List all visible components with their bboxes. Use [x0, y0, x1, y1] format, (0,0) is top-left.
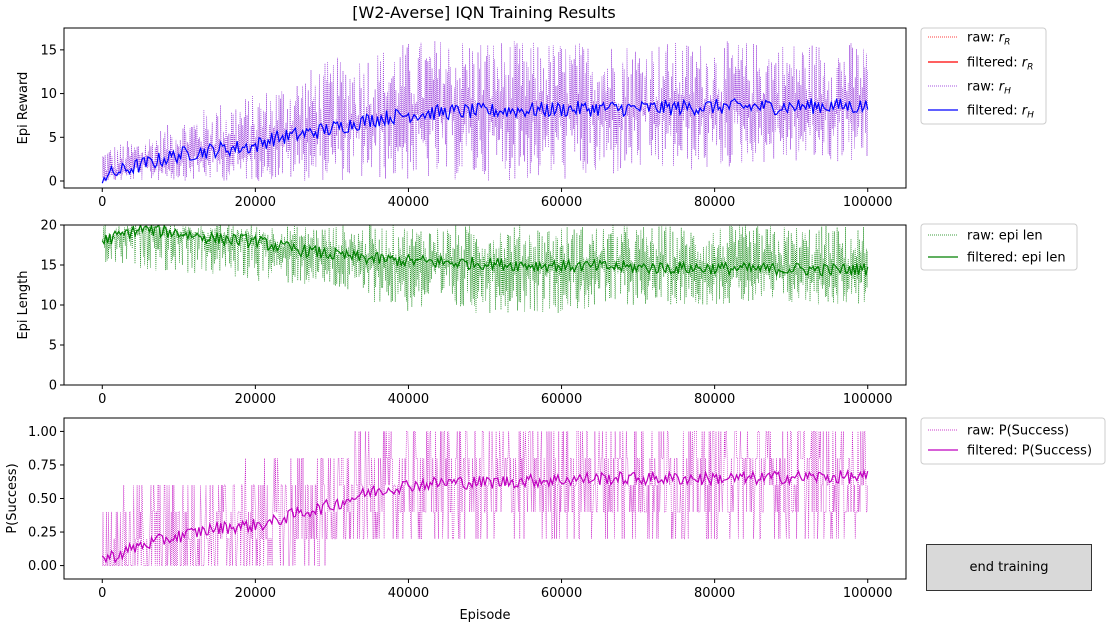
y-tick-label: 10 [40, 299, 57, 314]
y-tick-label: 1.00 [28, 425, 57, 440]
x-tick-label: 100000 [843, 586, 893, 601]
x-tick-label: 100000 [843, 392, 893, 407]
x-tick-label: 80000 [694, 586, 735, 601]
legend-label: filtered: P(Success) [967, 444, 1092, 459]
axes-frame [63, 417, 907, 580]
legend-label: filtered: rH [967, 104, 1034, 121]
legend-label: filtered: rR [967, 56, 1033, 73]
y-tick-label: 5 [49, 339, 57, 354]
x-tick-label: 60000 [541, 586, 582, 601]
x-tick-label: 100000 [843, 195, 893, 210]
raw-series-line [102, 225, 868, 314]
y-axis-label: Epi Reward [16, 72, 31, 145]
y-tick-label: 0.25 [28, 526, 57, 541]
subplot-3: 0 20000 40000 60000 80000 100000 0.00 0.25 0.50 0… [5, 417, 907, 623]
x-tick-label: 0 [98, 195, 106, 210]
y-tick-label: 5 [49, 131, 57, 146]
legend-label: raw: P(Success) [967, 424, 1069, 439]
x-tick-label: 20000 [235, 195, 276, 210]
x-tick-label: 20000 [235, 586, 276, 601]
y-tick-label: 20 [40, 219, 57, 234]
y-tick-label: 0.75 [28, 458, 57, 473]
y-axis-label: P(Success) [5, 463, 20, 533]
filtered-series-line [101, 98, 869, 184]
y-tick-label: 0.00 [28, 559, 57, 574]
figure-title: [W2-Averse] IQN Training Results [352, 3, 615, 22]
x-tick-label: 40000 [388, 195, 429, 210]
x-tick-label: 0 [98, 392, 106, 407]
axes-frame [63, 224, 907, 386]
y-tick-label: 15 [40, 43, 57, 58]
legend-label: raw: rH [967, 80, 1011, 97]
x-tick-label: 20000 [235, 392, 276, 407]
filtered-series-line [101, 225, 869, 278]
x-tick-label: 80000 [694, 195, 735, 210]
subplot-2: 0 20000 40000 60000 80000 100000 0 5 10 15 20 Epi L… [16, 219, 907, 407]
subplot-1: 0 20000 40000 60000 80000 100000 0 5 10 15 Epi Rew… [16, 27, 907, 210]
y-tick-label: 10 [40, 87, 57, 102]
x-tick-label: 60000 [541, 392, 582, 407]
y-tick-label: 0 [49, 175, 57, 190]
legend-reward [920, 27, 1047, 125]
legend-success [920, 417, 1106, 465]
end-training-button[interactable]: end training [926, 544, 1092, 591]
filtered-series-line [101, 468, 869, 564]
raw-series-line [102, 40, 868, 182]
x-axis-label: Episode [459, 608, 510, 623]
y-axis-label: Epi Length [16, 270, 31, 339]
x-tick-label: 40000 [388, 392, 429, 407]
x-tick-label: 60000 [541, 195, 582, 210]
legend-label: raw: rR [967, 31, 1010, 48]
legend-length [920, 223, 1078, 271]
axes-frame [63, 27, 907, 189]
x-tick-label: 40000 [388, 586, 429, 601]
legend-label: raw: epi len [967, 229, 1043, 244]
y-tick-label: 15 [40, 259, 57, 274]
raw-series-line [102, 431, 868, 566]
y-tick-label: 0 [49, 379, 57, 394]
y-tick-label: 0.50 [28, 492, 57, 507]
legend-label: filtered: epi len [967, 251, 1066, 266]
x-tick-label: 80000 [694, 392, 735, 407]
x-tick-label: 0 [98, 586, 106, 601]
